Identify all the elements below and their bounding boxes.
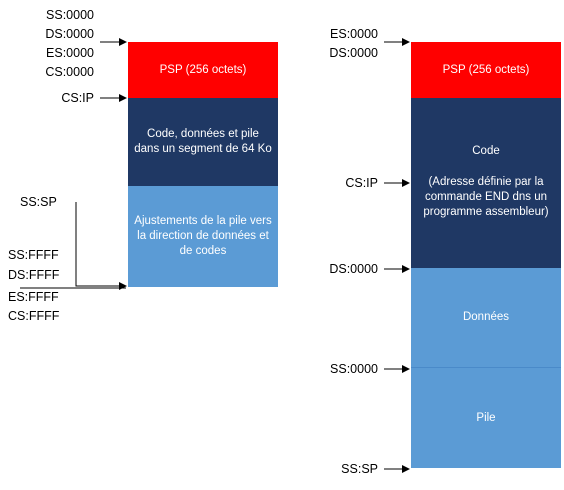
right-stack-label: Pile	[476, 411, 496, 424]
left-label-sssp: SS:SP	[20, 195, 57, 209]
left-psp-block: PSP (256 octets)	[128, 42, 278, 98]
left-code-label: Code, données et pile dans un segment de…	[134, 128, 272, 155]
right-stack-block: Pile	[411, 368, 561, 468]
left-code-block: Code, données et pile dans un segment de…	[128, 98, 278, 186]
left-label-esffff: ES:FFFF	[8, 290, 59, 304]
left-psp-label: PSP (256 octets)	[159, 63, 247, 76]
left-label-ssffff: SS:FFFF	[8, 248, 59, 262]
left-label-cs0000: CS:0000	[45, 65, 94, 79]
right-code-block: Code (Adresse définie par la commande EN…	[411, 98, 561, 268]
right-psp-block: PSP (256 octets)	[411, 42, 561, 98]
left-label-ss0000: SS:0000	[46, 8, 94, 22]
right-code-title: Code	[472, 145, 500, 157]
right-data-block: Données	[411, 268, 561, 368]
arrow-left-sssp	[75, 202, 127, 290]
left-label-dsffff: DS:FFFF	[8, 268, 60, 282]
right-psp-label: PSP (256 octets)	[442, 63, 530, 76]
left-label-es0000: ES:0000	[46, 46, 94, 60]
right-label-sssp: SS:SP	[341, 462, 378, 476]
left-label-csffff: CS:FFFF	[8, 309, 60, 323]
left-label-csip: CS:IP	[61, 91, 94, 105]
right-label-ss0000: SS:0000	[330, 362, 378, 376]
right-data-label: Données	[462, 311, 510, 323]
right-label-ds0000: DS:0000	[329, 262, 378, 276]
right-label-es0000: ES:0000	[330, 27, 378, 41]
left-stack-adjust-label: Ajustements de la pile vers la direction…	[134, 215, 272, 257]
right-code-note: (Adresse définie par la commande END dns…	[423, 176, 549, 218]
right-label-ds0000-top: DS:0000	[329, 46, 378, 60]
left-label-ds0000: DS:0000	[45, 27, 94, 41]
left-stack-adjust-block: Ajustements de la pile vers la direction…	[128, 186, 278, 287]
right-label-csip: CS:IP	[345, 176, 378, 190]
